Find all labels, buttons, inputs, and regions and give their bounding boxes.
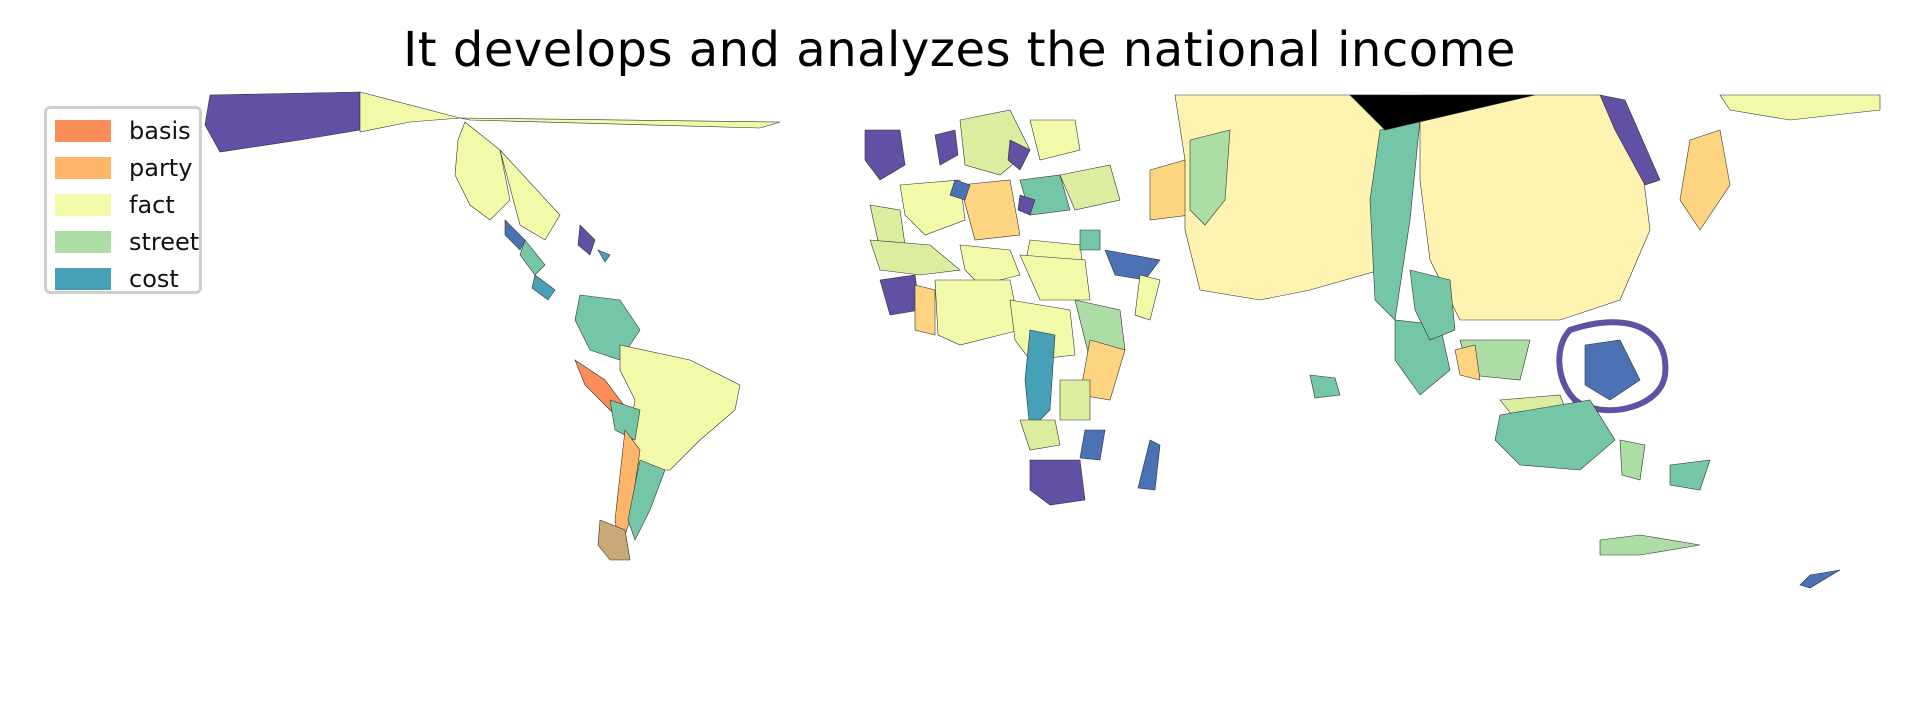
region-uk xyxy=(934,129,959,166)
region-indochina xyxy=(1409,269,1456,341)
region-canada-north xyxy=(359,91,461,133)
legend-label-street: street xyxy=(129,228,200,256)
region-madagascar xyxy=(1137,439,1161,491)
legend-swatch-basis xyxy=(55,120,111,142)
region-caribbean xyxy=(597,249,611,263)
legend-label-fact: fact xyxy=(129,191,175,219)
region-east-timor xyxy=(1619,439,1646,481)
region-bolivia xyxy=(609,399,641,441)
region-mongolia xyxy=(1719,94,1881,121)
region-black-wedge xyxy=(1349,94,1536,131)
region-mozambique xyxy=(1079,429,1106,461)
region-korea xyxy=(1599,94,1661,186)
region-central-america xyxy=(531,274,556,301)
region-sahel xyxy=(934,279,1021,346)
map-title: It develops and analyzes the national in… xyxy=(403,22,1516,78)
region-libya xyxy=(959,244,1021,286)
region-sri-lanka xyxy=(1309,374,1341,399)
region-south-africa xyxy=(1029,459,1086,506)
region-turkey xyxy=(1149,159,1191,221)
region-argentina xyxy=(627,459,666,541)
region-mexico-b xyxy=(519,239,546,276)
region-sudan xyxy=(1019,254,1091,301)
region-indonesia xyxy=(1494,399,1616,471)
region-kazakhstan xyxy=(1189,129,1231,226)
region-alaska xyxy=(204,91,361,153)
region-finland xyxy=(1029,119,1081,161)
region-mexico-a xyxy=(504,219,526,251)
legend-swatch-cost xyxy=(55,268,111,290)
legend: basis party fact street cost xyxy=(44,106,202,294)
region-brazil xyxy=(619,344,741,471)
legend-label-cost: cost xyxy=(129,265,179,293)
region-arabia xyxy=(1104,249,1161,281)
legend-swatch-street xyxy=(55,231,111,253)
region-balkans xyxy=(1017,194,1036,216)
region-usa xyxy=(454,121,511,221)
region-belgium xyxy=(949,179,971,201)
region-italy xyxy=(1007,139,1031,171)
region-nigeria xyxy=(914,284,936,336)
region-maghreb xyxy=(869,239,961,276)
region-usa-east xyxy=(499,149,561,241)
region-new-zealand xyxy=(1799,569,1841,589)
region-cuba xyxy=(577,224,596,256)
region-japan xyxy=(1679,129,1731,231)
region-angola xyxy=(1019,419,1061,451)
region-vietnam xyxy=(1454,344,1481,381)
legend-label-party: party xyxy=(129,154,193,182)
region-patagonia xyxy=(597,519,631,561)
region-ukraine xyxy=(1059,164,1121,211)
region-philippines-ring xyxy=(1556,319,1669,414)
region-philippines xyxy=(1584,339,1641,401)
region-iceland xyxy=(864,129,906,181)
legend-label-basis: basis xyxy=(129,117,191,145)
region-congo xyxy=(1024,329,1056,431)
legend-swatch-fact xyxy=(55,194,111,216)
region-kenya xyxy=(1079,339,1126,401)
region-timor xyxy=(1599,534,1701,556)
region-iran xyxy=(1079,229,1101,251)
region-new-guinea xyxy=(1669,459,1711,491)
region-germany xyxy=(959,179,1021,241)
region-west-africa xyxy=(879,274,921,316)
legend-swatch-party xyxy=(55,157,111,179)
region-tanzania xyxy=(1059,379,1091,421)
region-arctic-strip xyxy=(459,117,781,129)
region-france xyxy=(899,179,966,236)
region-levant xyxy=(1134,274,1161,321)
